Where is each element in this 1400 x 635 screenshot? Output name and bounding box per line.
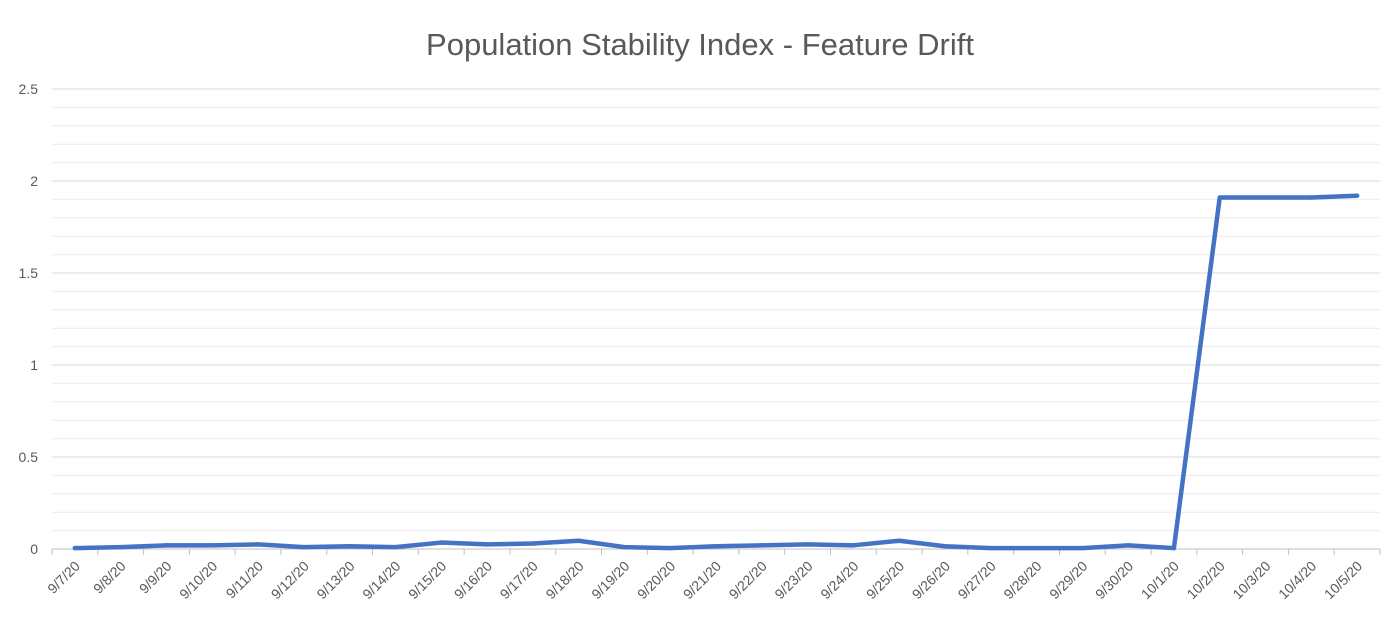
x-tick-label: 9/21/20 xyxy=(680,558,724,602)
data-point xyxy=(1263,195,1268,200)
x-tick-label: 9/27/20 xyxy=(955,558,999,602)
x-tick-label: 9/23/20 xyxy=(771,558,815,602)
x-tick-label: 9/16/20 xyxy=(451,558,495,602)
data-point xyxy=(164,543,169,548)
y-tick-label: 0.5 xyxy=(19,449,39,465)
data-point xyxy=(255,542,261,547)
x-tick-label: 9/8/20 xyxy=(90,558,129,597)
x-tick-label: 9/28/20 xyxy=(1000,558,1044,602)
data-point xyxy=(393,544,398,550)
data-point xyxy=(805,542,810,547)
x-tick-label: 9/19/20 xyxy=(588,558,632,602)
x-tick-label: 9/15/20 xyxy=(405,558,449,602)
data-point xyxy=(759,543,764,548)
major-grid xyxy=(52,88,1380,458)
data-point xyxy=(1080,545,1085,551)
y-tick-label: 2.5 xyxy=(19,81,39,97)
data-point xyxy=(851,543,856,548)
x-tick-label: 10/1/20 xyxy=(1138,558,1182,602)
y-axis-tick-labels: 0 0.5 1 1.5 2 2.5 xyxy=(19,81,39,557)
data-point xyxy=(1217,195,1222,200)
data-point xyxy=(301,544,307,550)
y-tick-label: 1 xyxy=(30,357,38,373)
x-tick-label: 9/25/20 xyxy=(863,558,907,602)
data-point xyxy=(1309,195,1314,200)
x-tick-label: 9/18/20 xyxy=(542,558,586,602)
x-tick-label: 9/11/20 xyxy=(223,558,267,602)
x-tick-label: 9/17/20 xyxy=(497,558,541,602)
series-group xyxy=(72,193,1360,551)
data-point xyxy=(347,544,352,549)
x-axis-tick-labels: 9/7/20 9/8/20 9/9/20 9/10/20 9/11/20 9/12/20 9… xyxy=(44,558,1365,602)
x-tick-label: 9/29/20 xyxy=(1046,558,1090,602)
data-point xyxy=(988,545,993,551)
data-point xyxy=(484,542,490,547)
data-point xyxy=(439,540,444,545)
x-tick-label: 10/3/20 xyxy=(1229,558,1273,602)
x-tick-label: 10/2/20 xyxy=(1183,558,1227,602)
y-tick-label: 0 xyxy=(30,541,38,557)
data-point xyxy=(1034,545,1039,551)
x-tick-label: 9/12/20 xyxy=(268,558,312,602)
x-tick-label: 10/4/20 xyxy=(1275,558,1319,602)
y-tick-label: 1.5 xyxy=(19,265,39,281)
data-point xyxy=(72,545,78,551)
data-point xyxy=(210,543,215,548)
data-point xyxy=(576,538,581,543)
x-tick-label: 9/7/20 xyxy=(44,558,83,597)
data-point xyxy=(1125,543,1131,548)
x-tick-label: 10/5/20 xyxy=(1321,558,1365,602)
data-point xyxy=(622,544,627,550)
x-tick-label: 9/13/20 xyxy=(313,558,357,602)
series-line xyxy=(72,193,1360,551)
x-tick-label: 9/20/20 xyxy=(634,558,678,602)
data-point xyxy=(713,544,719,549)
data-point xyxy=(896,538,902,543)
data-point xyxy=(118,544,123,550)
x-tick-label: 9/24/20 xyxy=(817,558,861,602)
data-point xyxy=(530,541,536,546)
x-axis xyxy=(51,548,1381,555)
x-tick-label: 9/14/20 xyxy=(359,558,403,602)
data-point xyxy=(1354,193,1360,198)
x-tick-label: 9/26/20 xyxy=(909,558,953,602)
y-tick-label: 2 xyxy=(30,173,38,189)
x-tick-label: 9/22/20 xyxy=(726,558,770,602)
data-point xyxy=(942,544,948,549)
chart-title: Population Stability Index - Feature Dri… xyxy=(426,27,974,62)
data-point xyxy=(1171,545,1177,551)
x-tick-label: 9/9/20 xyxy=(136,558,175,597)
data-point xyxy=(668,545,673,551)
minor-grid xyxy=(52,106,1380,532)
x-tick-label: 9/10/20 xyxy=(176,558,220,602)
x-tick-label: 9/30/20 xyxy=(1092,558,1136,602)
